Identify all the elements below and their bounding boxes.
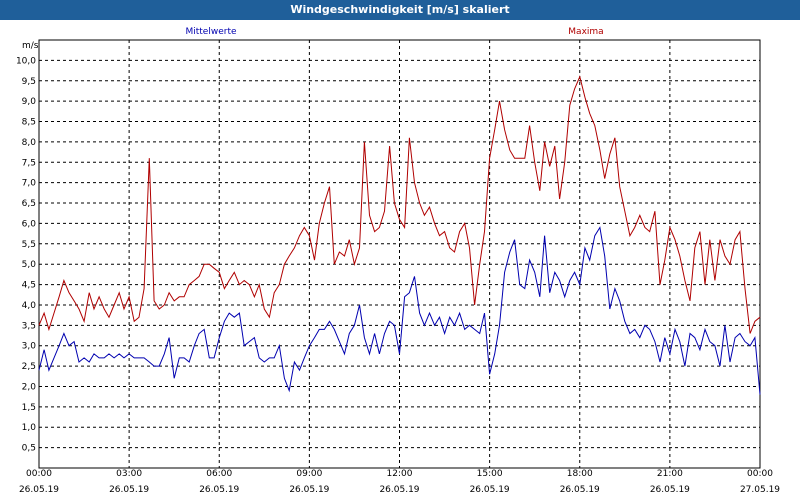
y-tick-label: 9,5 bbox=[22, 77, 36, 87]
y-tick-label: 2,5 bbox=[22, 362, 36, 372]
y-tick-label: 9,0 bbox=[22, 97, 37, 107]
plot-area bbox=[38, 39, 761, 469]
x-tick-date: 26.05.19 bbox=[560, 485, 600, 495]
x-tick-date: 26.05.19 bbox=[650, 485, 690, 495]
y-tick-label: 7,0 bbox=[22, 179, 37, 189]
x-tick-date: 27.05.19 bbox=[740, 485, 780, 495]
x-tick-time: 09:00 bbox=[296, 469, 322, 479]
x-tick-date: 26.05.19 bbox=[470, 485, 510, 495]
y-tick-label: 3,5 bbox=[22, 321, 36, 331]
y-tick-label: 3,0 bbox=[22, 342, 37, 352]
x-tick-time: 21:00 bbox=[657, 469, 683, 479]
series-line-maxima bbox=[38, 75, 761, 334]
y-axis-ticks: 0,5 1,0 1,5 2,0 2,5 3,0 3,5 4,0 4,5 5,0 5,5 6,0 6,5 7… bbox=[16, 56, 36, 453]
x-tick-date: 26.05.19 bbox=[289, 485, 329, 495]
y-tick-label: 5,5 bbox=[22, 240, 36, 250]
y-tick-label: 8,0 bbox=[22, 138, 37, 148]
x-tick-time: 12:00 bbox=[387, 469, 413, 479]
wind-speed-chart: 0,5 1,0 1,5 2,0 2,5 3,0 3,5 4,0 4,5 5,0 5,5 6,0 6,5 7… bbox=[16, 27, 780, 495]
y-tick-label: 6,0 bbox=[22, 219, 37, 229]
x-tick-time: 18:00 bbox=[567, 469, 593, 479]
x-tick-date: 26.05.19 bbox=[379, 485, 419, 495]
x-tick-time: 06:00 bbox=[206, 469, 232, 479]
y-tick-label: 4,0 bbox=[22, 301, 37, 311]
y-tick-label: 2,0 bbox=[22, 382, 37, 392]
grid-lines bbox=[39, 40, 760, 468]
y-axis-unit: m/s bbox=[22, 41, 39, 51]
y-tick-label: 10,0 bbox=[16, 56, 36, 66]
y-tick-label: 8,5 bbox=[22, 118, 36, 128]
legend-maxima: Maxima bbox=[568, 27, 603, 37]
window-title: Windgeschwindigkeit [m/s] skaliert bbox=[0, 0, 800, 20]
y-tick-label: 7,5 bbox=[22, 158, 36, 168]
x-tick-time: 00:00 bbox=[26, 469, 52, 479]
x-tick-date: 26.05.19 bbox=[199, 485, 239, 495]
y-tick-label: 4,5 bbox=[22, 281, 36, 291]
y-tick-label: 0,5 bbox=[22, 444, 36, 454]
x-axis-ticks: 00:00 26.05.19 03:00 26.05.19 06:00 26.05.19 0… bbox=[19, 469, 780, 495]
y-tick-label: 6,5 bbox=[22, 199, 36, 209]
legend-mittelwerte: Mittelwerte bbox=[185, 27, 236, 37]
x-tick-time: 15:00 bbox=[477, 469, 503, 479]
y-tick-label: 5,0 bbox=[22, 260, 37, 270]
x-tick-date: 26.05.19 bbox=[109, 485, 149, 495]
series-line-mittelwerte bbox=[38, 226, 761, 395]
x-tick-time: 00:00 bbox=[747, 469, 773, 479]
y-tick-label: 1,0 bbox=[22, 423, 37, 433]
series-lines bbox=[38, 75, 761, 395]
y-tick-label: 1,5 bbox=[22, 403, 36, 413]
x-tick-date: 26.05.19 bbox=[19, 485, 59, 495]
x-tick-time: 03:00 bbox=[116, 469, 142, 479]
